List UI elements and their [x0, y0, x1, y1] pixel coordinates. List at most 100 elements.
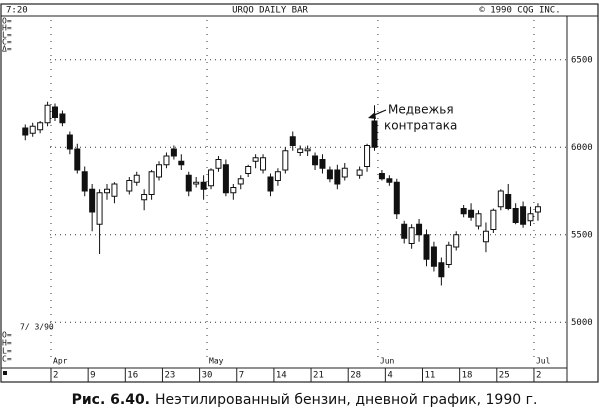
month-label: Jul — [536, 357, 551, 366]
candle-body — [44, 104, 51, 124]
readout: O= — [2, 331, 12, 340]
candle-body — [133, 174, 140, 183]
x-tick-label: 2 — [53, 371, 58, 381]
y-tick-label: 6000 — [571, 143, 593, 153]
candle-body — [252, 157, 259, 162]
x-tick-label: 11 — [425, 371, 436, 381]
candle-body — [534, 206, 541, 213]
candle-body — [37, 122, 44, 131]
candle-body — [505, 194, 512, 209]
candle-body — [401, 223, 408, 239]
x-tick-label: 25 — [499, 371, 510, 381]
candle-body — [170, 148, 177, 157]
header-left: 7:20 — [6, 6, 28, 16]
candle-body — [200, 181, 207, 190]
candle-body — [59, 113, 66, 124]
candle-body — [319, 159, 326, 169]
y-tick-label: 5000 — [571, 318, 593, 328]
candle-body — [245, 166, 252, 174]
x-tick-label: 14 — [276, 371, 287, 381]
candle-body — [282, 150, 289, 171]
candle-body — [497, 190, 504, 208]
candle-body — [163, 155, 170, 166]
marker — [3, 371, 7, 375]
header-center: URQO DAILY BAR — [232, 6, 308, 16]
candle-body — [445, 244, 452, 265]
readout: O= — [2, 17, 12, 26]
candle-body — [74, 148, 81, 171]
candle-body — [185, 174, 192, 192]
readout: C= — [2, 355, 12, 364]
x-tick-label: 4 — [387, 371, 392, 381]
candle-body — [66, 134, 73, 150]
candle-body — [289, 136, 296, 146]
candle-body — [230, 187, 237, 194]
readout: L= — [2, 347, 12, 356]
candle-body — [304, 148, 311, 152]
x-tick-label: 16 — [127, 371, 138, 381]
annotation: контратака — [384, 119, 457, 133]
candle-body — [215, 159, 222, 169]
candle-body — [468, 209, 475, 218]
candle-body — [237, 178, 244, 185]
candle-body — [96, 192, 103, 225]
candle-body — [81, 171, 88, 192]
x-tick-label: 23 — [164, 371, 175, 381]
candle-body — [267, 176, 274, 192]
candle-body — [482, 230, 489, 243]
candle-body — [260, 157, 267, 171]
candle-body — [364, 145, 371, 167]
month-label: Apr — [53, 357, 68, 366]
candle-body — [527, 213, 534, 222]
candle-body — [193, 181, 200, 185]
x-tick-label: 30 — [202, 371, 213, 381]
readout: C= — [2, 38, 12, 47]
candle-body — [89, 188, 96, 213]
candle-body — [430, 246, 437, 267]
candle-body — [341, 167, 348, 178]
month-label: May — [209, 357, 224, 366]
y-tick-label: 6500 — [571, 55, 593, 65]
x-tick-label: 18 — [462, 371, 473, 381]
candle-body — [148, 171, 155, 195]
candle-body — [475, 213, 482, 227]
annotation: Медвежья — [388, 103, 454, 117]
candle-body — [52, 106, 58, 118]
candle-body — [520, 206, 527, 225]
candle-body — [111, 183, 118, 197]
y-tick-label: 5500 — [571, 230, 593, 240]
candle-body — [178, 160, 185, 166]
candle-body — [378, 173, 385, 180]
candle-body — [334, 169, 341, 185]
candle-body — [490, 209, 497, 230]
candle-body — [393, 181, 400, 215]
candle-body — [386, 178, 393, 183]
x-tick-label: 7 — [239, 371, 244, 381]
frame — [0, 3, 599, 383]
x-tick-label: 28 — [350, 371, 361, 381]
candle-body — [460, 208, 467, 215]
readout: H= — [2, 24, 12, 33]
candle-body — [141, 194, 148, 201]
readout: 7/ 3/90 — [20, 323, 54, 332]
month-label: Jun — [380, 357, 395, 366]
candle-body — [297, 148, 304, 153]
candle-body — [416, 223, 423, 236]
candle-body — [29, 125, 36, 134]
candle-body — [423, 234, 430, 260]
candle-body — [453, 234, 460, 248]
candle-body — [156, 164, 163, 178]
candle-body — [326, 169, 333, 180]
caption-label: Рис. 6.40. — [72, 392, 150, 408]
caption-text: Неэтилированный бензин, дневной график, … — [155, 392, 537, 408]
candle-body — [222, 164, 229, 194]
candle-body — [126, 180, 133, 192]
candle-body — [312, 155, 319, 166]
candle-body — [274, 171, 281, 181]
candle-body — [104, 188, 111, 194]
readout: Δ= — [2, 45, 12, 54]
candle-body — [371, 120, 378, 148]
candle-body — [408, 227, 415, 244]
readout: L= — [2, 31, 12, 40]
